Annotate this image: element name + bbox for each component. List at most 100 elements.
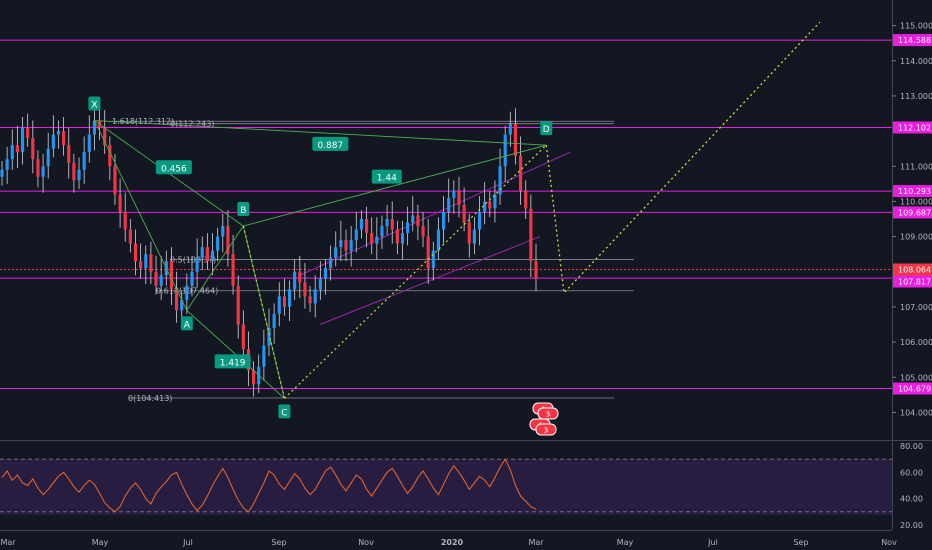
candle-4[interactable]	[20, 127, 25, 153]
rsi-line[interactable]	[1, 458, 537, 513]
candle-39[interactable]	[200, 247, 204, 258]
candle-75[interactable]	[385, 219, 389, 227]
candle-86[interactable]	[442, 211, 446, 230]
candle-92[interactable]	[472, 229, 476, 244]
candle-28[interactable]	[144, 254, 148, 269]
candle-78[interactable]	[400, 233, 405, 244]
point-label-d-box[interactable]	[540, 121, 553, 136]
candle-79[interactable]	[406, 222, 410, 234]
candle-69[interactable]	[354, 229, 358, 241]
candle-21[interactable]	[108, 145, 112, 167]
candle-62[interactable]	[318, 278, 322, 290]
candle-14[interactable]	[72, 162, 76, 181]
candle-88[interactable]	[452, 190, 456, 198]
channel-lower[interactable]	[319, 236, 541, 325]
candle-24[interactable]	[123, 211, 127, 230]
pattern-leg-2[interactable]	[242, 225, 285, 399]
price-pane[interactable]	[0, 0, 892, 440]
candle-90[interactable]	[462, 204, 466, 223]
candle-56[interactable]	[287, 289, 292, 307]
candle-52[interactable]	[267, 328, 271, 346]
candle-29[interactable]	[149, 254, 153, 272]
candle-66[interactable]	[339, 240, 343, 248]
candle-16[interactable]	[82, 152, 86, 170]
candle-31[interactable]	[159, 275, 163, 286]
candle-49[interactable]	[252, 370, 256, 385]
candle-42[interactable]	[216, 236, 220, 251]
price-tag-box-1[interactable]	[893, 121, 932, 134]
candle-97[interactable]	[498, 166, 502, 195]
candle-70[interactable]	[359, 219, 363, 230]
candle-37[interactable]	[190, 271, 194, 286]
price-tag-box-6[interactable]	[893, 382, 932, 395]
candle-34[interactable]	[175, 289, 179, 311]
candle-72[interactable]	[370, 233, 374, 244]
candle-54[interactable]	[277, 296, 281, 314]
candle-18[interactable]	[92, 120, 96, 135]
candle-3[interactable]	[15, 145, 19, 153]
point-label-c-box[interactable]	[278, 404, 291, 419]
point-label-a-box[interactable]	[180, 316, 193, 331]
point-label-b-box[interactable]	[237, 202, 250, 217]
point-label-x-box[interactable]	[88, 96, 101, 111]
candle-81[interactable]	[416, 215, 420, 227]
ratio-label-0-box[interactable]	[155, 160, 192, 175]
candle-36[interactable]	[185, 285, 189, 300]
candle-1[interactable]	[5, 159, 9, 170]
pattern-leg-cd[interactable]	[283, 144, 547, 399]
candle-13[interactable]	[67, 145, 71, 163]
price-tag-box-2[interactable]	[893, 185, 932, 198]
candle-8[interactable]	[41, 166, 45, 177]
candle-73[interactable]	[375, 236, 379, 244]
candle-2[interactable]	[10, 145, 14, 160]
candle-17[interactable]	[87, 134, 91, 153]
candle-64[interactable]	[329, 257, 333, 269]
candle-11[interactable]	[56, 131, 61, 135]
pattern-leg-0[interactable]	[94, 120, 188, 311]
candle-22[interactable]	[113, 166, 117, 195]
candle-30[interactable]	[154, 271, 158, 286]
candle-61[interactable]	[313, 289, 317, 304]
candle-68[interactable]	[349, 240, 353, 251]
candle-6[interactable]	[31, 138, 35, 160]
candle-45[interactable]	[231, 254, 235, 286]
pattern-leg-1[interactable]	[186, 225, 244, 311]
event-badge-box-1[interactable]	[537, 407, 559, 420]
price-tag-box-4[interactable]	[893, 263, 932, 276]
candle-53[interactable]	[272, 313, 276, 329]
candle-10[interactable]	[51, 134, 55, 149]
pattern-leg-4[interactable]	[243, 144, 547, 227]
candle-101[interactable]	[519, 155, 523, 191]
candle-41[interactable]	[210, 250, 215, 262]
candle-100[interactable]	[513, 124, 518, 156]
candle-65[interactable]	[334, 247, 338, 258]
ratio-label-1-box[interactable]	[312, 136, 349, 151]
candle-43[interactable]	[221, 226, 225, 237]
candle-33[interactable]	[169, 261, 174, 290]
candle-47[interactable]	[241, 324, 245, 350]
price-tag-box-3[interactable]	[893, 206, 932, 219]
candle-38[interactable]	[195, 257, 199, 272]
channel-upper[interactable]	[299, 151, 571, 276]
candle-89[interactable]	[457, 190, 461, 205]
price-tag-box-5[interactable]	[893, 275, 932, 288]
candle-40[interactable]	[205, 247, 209, 262]
event-badge-box-3[interactable]	[535, 423, 557, 436]
candle-98[interactable]	[503, 134, 507, 167]
candle-15[interactable]	[77, 169, 81, 181]
candle-96[interactable]	[493, 194, 497, 209]
ratio-label-2-box[interactable]	[371, 169, 402, 184]
candle-67[interactable]	[344, 240, 348, 251]
candle-77[interactable]	[395, 229, 399, 244]
candle-25[interactable]	[128, 229, 132, 244]
candle-35[interactable]	[180, 299, 184, 311]
price-tag-box-0[interactable]	[893, 34, 932, 47]
candle-82[interactable]	[421, 226, 425, 237]
candle-9[interactable]	[46, 148, 50, 167]
candle-5[interactable]	[26, 127, 30, 139]
candle-85[interactable]	[436, 229, 441, 251]
candle-58[interactable]	[298, 271, 302, 283]
candle-102[interactable]	[524, 190, 528, 209]
candle-46[interactable]	[236, 285, 240, 325]
